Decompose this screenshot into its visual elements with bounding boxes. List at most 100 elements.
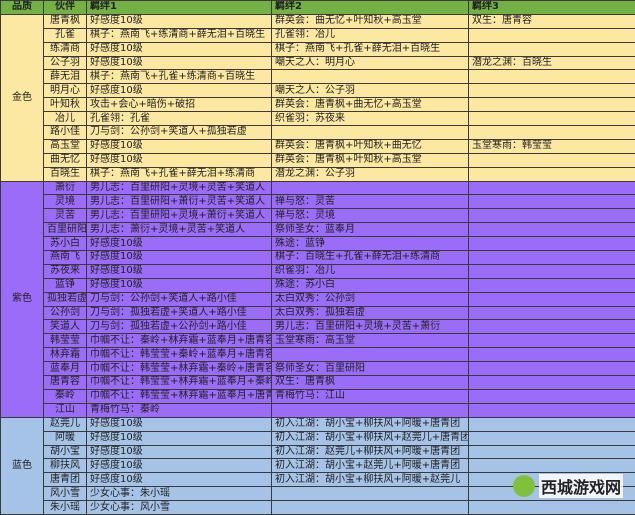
table-row: 高玉堂好感度10级群英会：唐青枫+叶知秋+曲无忆玉堂寒雨：韩莹莹 xyxy=(1,139,635,153)
bond1-cell: 男儿志：百里研阳+灵境+灵苦+笑道人 xyxy=(87,181,272,195)
partner-name-cell: 公孙剑 xyxy=(44,306,87,320)
partner-name-cell: 韩莹莹 xyxy=(44,334,87,348)
table-row: 柳扶风好感度10级初入江湖：胡小宝+赵莞儿+阿暖+唐青团 xyxy=(1,459,635,473)
table-row: 叶知秋攻击+会心+暗伤+破招群英会：唐青枫+曲无忆+高玉堂 xyxy=(1,98,635,112)
table-row: 练清商好感度10级棋子：燕南飞+孔雀+薛无泪+百晓生 xyxy=(1,42,635,56)
partner-name-cell: 百晓生 xyxy=(44,167,87,181)
bond1-cell: 好感度10级 xyxy=(87,459,272,473)
bond2-cell: 殊途：蓝铮 xyxy=(272,237,469,251)
bond3-cell xyxy=(469,348,635,362)
bond1-cell: 巾帼不让：秦岭+林弃霜+蓝奉月+唐青容 xyxy=(87,334,272,348)
partner-name-cell: 江山 xyxy=(44,403,87,417)
bond2-cell: 棋子：燕南飞+孔雀+薛无泪+百晓生 xyxy=(272,42,469,56)
bond2-cell xyxy=(272,348,469,362)
partner-name-cell: 孔雀 xyxy=(44,28,87,42)
table-row: 曲无忆好感度10级群英会：唐青枫+叶知秋+高玉堂 xyxy=(1,153,635,167)
bond1-cell: 男儿志：百里研阳+萧衍+灵苦+笑道人 xyxy=(87,195,272,209)
bond3-cell xyxy=(469,126,635,140)
bond3-cell xyxy=(469,278,635,292)
partner-name-cell: 路小佳 xyxy=(44,126,87,140)
bond1-cell: 巾帼不让：韩莹莹+林弃霜+蓝奉月+秦岭 xyxy=(87,376,272,390)
partner-name-cell: 萧衍 xyxy=(44,181,87,195)
partner-name-cell: 唐青容 xyxy=(44,376,87,390)
bond2-cell: 初入江湖：胡小宝+柳扶风+赵莞儿+唐青团 xyxy=(272,431,469,445)
bond3-cell xyxy=(469,181,635,195)
bond2-cell: 青梅竹马：江山 xyxy=(272,389,469,403)
bond2-cell: 玉堂寒雨：高玉堂 xyxy=(272,334,469,348)
partner-name-cell: 叶知秋 xyxy=(44,98,87,112)
partner-name-cell: 苏小白 xyxy=(44,237,87,251)
partner-name-cell: 柳扶风 xyxy=(44,459,87,473)
table-row: 燕南飞好感度10级棋子：百晓生+孔雀+薛无泪+练清商 xyxy=(1,251,635,265)
quality-cell: 紫色 xyxy=(1,181,44,417)
bond1-cell: 男儿志：萧衍+灵境+灵苦+笑道人 xyxy=(87,223,272,237)
partner-name-cell: 林弃霜 xyxy=(44,348,87,362)
partner-name-cell: 公子羽 xyxy=(44,56,87,70)
table-row: 灵苦男儿志：百里研阳+灵境+萧衍+笑道人禅与怒：灵境 xyxy=(1,209,635,223)
bond1-cell: 刀与剑：孤独若虚+笑道人+路小佳 xyxy=(87,306,272,320)
watermark-logo-icon xyxy=(513,475,535,497)
bond2-cell xyxy=(272,70,469,84)
quality-cell: 金色 xyxy=(1,14,44,181)
partner-name-cell: 灵境 xyxy=(44,195,87,209)
bond3-cell xyxy=(469,195,635,209)
bond2-cell: 太白双秀：孤独若虚 xyxy=(272,306,469,320)
bond2-cell: 禅与怒：灵境 xyxy=(272,209,469,223)
partner-name-cell: 阿暖 xyxy=(44,431,87,445)
bond2-cell: 群英会：曲无忆+叶知秋+高玉堂 xyxy=(272,14,469,28)
bond1-cell: 孔雀翎：孔雀 xyxy=(87,112,272,126)
bond2-cell xyxy=(272,126,469,140)
partner-name-cell: 苏夜来 xyxy=(44,264,87,278)
bond3-cell xyxy=(469,223,635,237)
partner-name-cell: 明月心 xyxy=(44,84,87,98)
bond1-cell: 巾帼不让：韩莹莹+林弃霜+秦岭+唐青容 xyxy=(87,362,272,376)
bond1-cell: 好感度10级 xyxy=(87,42,272,56)
bond3-cell xyxy=(469,112,635,126)
header-bond3: 羁绊3 xyxy=(469,1,635,15)
partner-name-cell: 胡小宝 xyxy=(44,445,87,459)
table-row: 公孙剑刀与剑：孤独若虚+笑道人+路小佳太白双秀：孤独若虚 xyxy=(1,306,635,320)
bond3-cell xyxy=(469,459,635,473)
table-row: 灵境男儿志：百里研阳+萧衍+灵苦+笑道人禅与怒：灵苦 xyxy=(1,195,635,209)
bond2-cell: 群英会：唐青枫+叶知秋+曲无忆 xyxy=(272,139,469,153)
bond1-cell: 好感度10级 xyxy=(87,264,272,278)
bond3-cell xyxy=(469,501,635,515)
bond2-cell: 嘲天之人：明月心 xyxy=(272,56,469,70)
bond3-cell xyxy=(469,334,635,348)
watermark-text: 西城游戏网 xyxy=(539,474,623,498)
bond2-cell: 初入江湖：胡小宝+赵莞儿+阿暖+唐青团 xyxy=(272,459,469,473)
bond1-cell: 好感度10级 xyxy=(87,278,272,292)
table-row: 韩莹莹巾帼不让：秦岭+林弃霜+蓝奉月+唐青容玉堂寒雨：高玉堂 xyxy=(1,334,635,348)
table-row: 明月心好感度10级嘲天之人：公子羽 xyxy=(1,84,635,98)
bond2-cell: 织雀羽：冶儿 xyxy=(272,264,469,278)
partner-name-cell: 高玉堂 xyxy=(44,139,87,153)
watermark: 西城游戏网 xyxy=(513,472,635,500)
bond3-cell xyxy=(469,209,635,223)
partner-name-cell: 赵莞儿 xyxy=(44,417,87,431)
table-row: 苏小白好感度10级殊途：蓝铮 xyxy=(1,237,635,251)
bond2-cell: 群英会：唐青枫+叶知秋+高玉堂 xyxy=(272,153,469,167)
table-row: 朱小瑶少女心事：风小雪 xyxy=(1,501,635,515)
bond2-cell: 棋子：百晓生+孔雀+薛无泪+练清商 xyxy=(272,251,469,265)
partner-name-cell: 灵苦 xyxy=(44,209,87,223)
bond1-cell: 刀与剑：公孙剑+笑道人+路小佳 xyxy=(87,292,272,306)
partner-name-cell: 唐青枫 xyxy=(44,14,87,28)
table-row: 江山青梅竹马：秦岭 xyxy=(1,403,635,417)
bond2-cell: 殊途：苏小白 xyxy=(272,278,469,292)
bond2-cell: 禅与怒：灵苦 xyxy=(272,195,469,209)
bond2-cell: 孔雀翎：冶儿 xyxy=(272,28,469,42)
bond1-cell: 少女心事：风小雪 xyxy=(87,501,272,515)
table-row: 林弃霜巾帼不让：韩莹莹+秦岭+蓝奉月+唐青容 xyxy=(1,348,635,362)
partner-name-cell: 练清商 xyxy=(44,42,87,56)
partner-name-cell: 笑道人 xyxy=(44,320,87,334)
bond1-cell: 好感度10级 xyxy=(87,139,272,153)
header-quality: 品质 xyxy=(1,1,44,15)
header-partner: 伙伴 xyxy=(44,1,87,15)
bond2-cell xyxy=(272,181,469,195)
bond1-cell: 好感度10级 xyxy=(87,251,272,265)
bond1-cell: 好感度10级 xyxy=(87,473,272,487)
header-bond1: 羁绊1 xyxy=(87,1,272,15)
bond3-cell: 潜龙之渊：百晓生 xyxy=(469,56,635,70)
partner-name-cell: 蓝奉月 xyxy=(44,362,87,376)
